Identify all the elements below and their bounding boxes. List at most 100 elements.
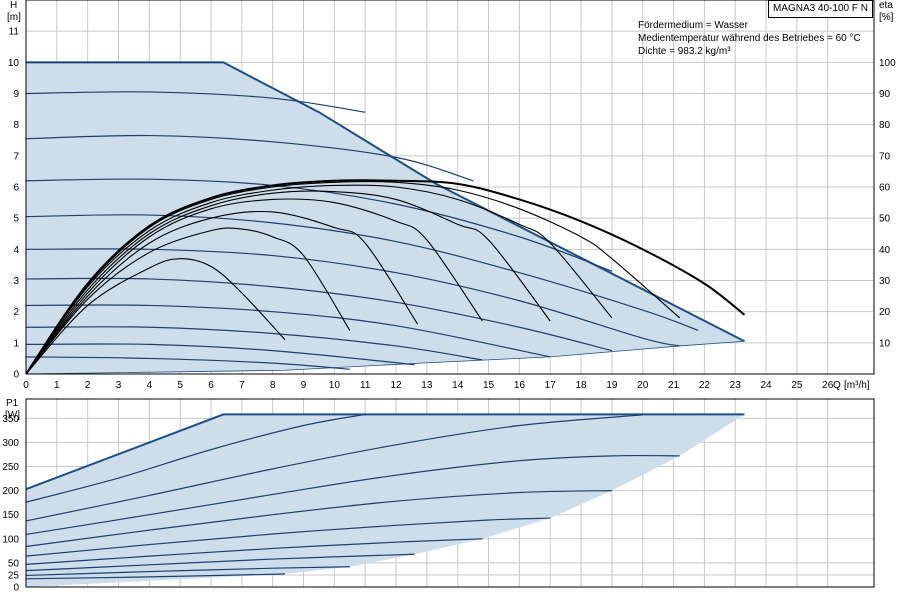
power-curves — [25, 413, 745, 580]
h-tick-label: 8 — [13, 120, 19, 131]
q-tick-label: 8 — [270, 380, 276, 391]
power-curve-8 — [25, 553, 415, 572]
q-tick-label: 5 — [177, 380, 183, 391]
head-curve-8 — [25, 304, 551, 358]
head-curve-6 — [25, 248, 680, 347]
q-tick-label: 9 — [301, 380, 307, 391]
h-tick-label: 9 — [13, 89, 19, 100]
eta-tick-labels: 10 20 30 40 50 60 70 80 90 100 — [879, 58, 896, 350]
eta-tick-label: 60 — [879, 183, 891, 194]
p1-tick-label: 200 — [2, 486, 19, 497]
eta-tick-label: 40 — [879, 245, 891, 256]
p1-tick-label: 250 — [2, 462, 19, 473]
p1-tick-label: 50 — [8, 558, 20, 569]
q-tick-label: 11 — [360, 380, 371, 391]
model-label: MAGNA3 40-100 F N — [768, 0, 873, 18]
q-tick-labels: 0 1 2 3 4 5 6 7 8 9 10 11 12 13 14 15 16 17 18 19 20 21 22 23 24… — [23, 380, 834, 391]
power-operating-range — [26, 414, 745, 587]
p1-tick-label: 0 — [13, 583, 19, 594]
q-tick-label: 19 — [606, 380, 618, 391]
q-tick-label: 25 — [791, 380, 803, 391]
p1-axis-label: P1 — [6, 398, 19, 409]
eta-tick-label: 80 — [879, 120, 891, 131]
q-tick-label: 20 — [637, 380, 649, 391]
p1-tick-label: 150 — [2, 510, 19, 521]
eta-axis-unit: [%] — [879, 12, 894, 23]
efficiency-curve-5 — [25, 190, 551, 375]
eta-tick-label: 100 — [879, 58, 896, 69]
temperature-label: Medientemperatur während des Betriebes =… — [638, 33, 861, 44]
efficiency-curve-1 — [25, 258, 286, 375]
h-tick-label: 6 — [13, 183, 19, 194]
h-tick-label: 11 — [9, 27, 20, 38]
efficiency-curve-2 — [25, 227, 351, 375]
h-tick-label: 4 — [13, 245, 19, 256]
q-tick-label: 17 — [545, 380, 557, 391]
density-label: Dichte = 983.2 kg/m³ — [638, 46, 731, 57]
head-curve-7 — [25, 277, 613, 352]
eta-tick-label: 50 — [879, 214, 891, 225]
head-curve-2 — [25, 91, 366, 113]
h-axis-unit: [m] — [7, 12, 21, 23]
h-tick-labels: 0 1 2 3 4 5 6 7 8 9 10 11 — [8, 27, 20, 381]
q-axis-label: Q — [833, 380, 841, 391]
p1-tick-label: 300 — [2, 438, 19, 449]
q-tick-label: 10 — [329, 380, 341, 391]
head-curve-9 — [25, 326, 483, 361]
head-range-lower-boundary — [25, 340, 745, 375]
q-tick-label: 1 — [54, 380, 60, 391]
p1-tick-label: 25 — [8, 570, 20, 581]
h-tick-label: 3 — [13, 276, 19, 287]
q-tick-label: 15 — [483, 380, 495, 391]
q-tick-label: 16 — [514, 380, 526, 391]
p1-axis-unit: [W] — [5, 410, 20, 421]
q-tick-label: 0 — [23, 380, 29, 391]
q-tick-label: 13 — [421, 380, 433, 391]
q-tick-label: 21 — [668, 380, 680, 391]
head-operating-range — [26, 62, 745, 374]
q-tick-label: 2 — [85, 380, 91, 391]
q-tick-label: 18 — [575, 380, 587, 391]
power-curve-5 — [25, 489, 612, 548]
power-curve-6 — [25, 517, 551, 557]
head-plot-frame — [25, 0, 875, 375]
power-curve-3 — [25, 414, 643, 522]
q-tick-label: 3 — [116, 380, 122, 391]
q-tick-label: 26 — [822, 380, 834, 391]
q-tick-label: 14 — [452, 380, 464, 391]
efficiency-curves — [25, 179, 746, 375]
efficiency-curve-8 — [25, 179, 746, 375]
head-curve-3 — [25, 134, 474, 182]
q-tick-label: 6 — [208, 380, 214, 391]
q-tick-label: 23 — [730, 380, 742, 391]
power-curve-4 — [25, 454, 680, 536]
p1-tick-label: 350 — [2, 414, 19, 425]
efficiency-curve-3 — [25, 210, 419, 375]
h-tick-label: 5 — [13, 214, 19, 225]
eta-tick-label: 70 — [879, 151, 891, 162]
power-curve-2 — [25, 413, 366, 503]
power-curve-9 — [25, 566, 350, 577]
h-tick-label: 10 — [8, 58, 20, 69]
efficiency-curve-4 — [25, 198, 483, 375]
head-curve-11 — [25, 356, 350, 370]
eta-tick-label: 10 — [879, 338, 891, 349]
h-tick-label: 1 — [13, 338, 19, 349]
p1-tick-label: 100 — [2, 534, 19, 545]
h-tick-label: 0 — [13, 370, 19, 381]
head-efficiency-panel: 0 1 2 3 4 5 6 7 8 9 10 11 12 13 14 15 16 17 18 19 20 21 22 23 24… — [7, 0, 896, 391]
power-curve-10 — [25, 573, 286, 580]
power-range-boundary — [25, 413, 745, 491]
efficiency-curve-7 — [25, 180, 681, 375]
q-tick-label: 4 — [147, 380, 153, 391]
eta-tick-label: 30 — [879, 276, 891, 287]
q-tick-label: 24 — [761, 380, 773, 391]
power-plot-frame — [25, 398, 875, 588]
head-curve-10 — [25, 343, 415, 366]
eta-tick-label: 90 — [879, 89, 891, 100]
eta-axis-label: eta — [879, 0, 893, 11]
eta-tick-label: 20 — [879, 307, 891, 318]
